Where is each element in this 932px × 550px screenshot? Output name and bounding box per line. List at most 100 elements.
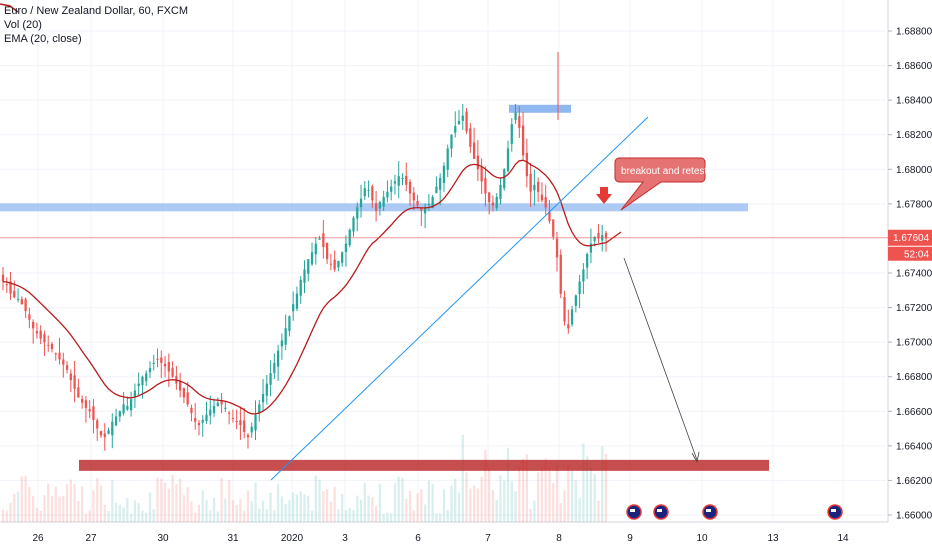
volume-bar	[20, 476, 23, 522]
volume-bar	[378, 483, 382, 522]
candle-body	[13, 290, 16, 298]
candle-body	[284, 328, 287, 345]
x-tick-label: 3	[342, 533, 348, 544]
volume-bar	[50, 495, 54, 522]
economic-event-icon[interactable]	[626, 504, 642, 520]
volume-bar	[420, 489, 423, 522]
volume-indicator-label[interactable]: Vol (20)	[4, 19, 42, 31]
candle-body	[243, 420, 246, 433]
candle-body	[32, 321, 35, 329]
candle-body	[341, 252, 344, 263]
volume-bar	[454, 478, 457, 522]
volume-bar	[145, 512, 148, 522]
volume-bar	[1, 509, 5, 522]
volume-bar	[397, 476, 400, 522]
volume-bar	[390, 513, 393, 522]
candle-body	[461, 115, 464, 121]
volume-bar	[348, 508, 351, 522]
y-tick-label: 1.68200	[896, 130, 932, 141]
candle-body	[258, 404, 261, 413]
candle-body	[495, 196, 498, 209]
countdown-label: 52:04	[904, 250, 929, 261]
candle-body	[405, 175, 408, 185]
resistance-band	[0, 203, 748, 212]
price-axis[interactable]: 1.68800 1.68600 1.68400 1.68200 1.68000 1.678…	[888, 27, 932, 522]
time-axis[interactable]: 26 27 30 31 2020 3 6 7 8 9 10 13 14	[32, 533, 849, 544]
volume-bar	[506, 447, 510, 522]
candle-body	[533, 184, 536, 191]
candle-body	[209, 409, 212, 416]
volume-bar	[555, 466, 559, 522]
candle-body	[47, 344, 50, 346]
callout-label: breakout and retest	[621, 166, 707, 177]
candle-body	[390, 186, 393, 192]
volume-bar	[412, 510, 415, 522]
volume-bar	[299, 491, 302, 522]
y-tick-label: 1.68000	[896, 165, 932, 176]
candle-body	[344, 243, 348, 252]
candle-body	[50, 344, 54, 350]
economic-event-icon[interactable]	[827, 504, 843, 520]
volume-bar	[570, 470, 574, 522]
volume-bar	[186, 486, 189, 522]
x-tick-label: 26	[32, 533, 44, 544]
volume-bar	[325, 489, 329, 522]
volume-bar	[589, 467, 593, 522]
economic-event-icon[interactable]	[653, 504, 669, 520]
x-tick-label: 14	[837, 533, 849, 544]
volume-bar	[16, 491, 20, 522]
y-tick-label: 1.67000	[896, 338, 932, 349]
candle-body	[374, 203, 378, 211]
candle-body	[58, 352, 61, 360]
volume-bar	[601, 446, 604, 522]
volume-bar	[73, 484, 76, 522]
candle-body	[457, 120, 461, 125]
volume-bar	[133, 500, 137, 522]
candle-body	[559, 254, 562, 294]
top-resistance-box	[509, 104, 571, 113]
y-tick-label: 1.66800	[896, 372, 932, 383]
volume-bar	[35, 507, 39, 522]
volume-bar	[235, 504, 238, 522]
volume-bar	[130, 513, 133, 522]
candle-body	[491, 202, 495, 206]
volume-bar	[329, 502, 333, 522]
candle-body	[589, 243, 593, 253]
economic-event-icon[interactable]	[702, 504, 718, 520]
volume-bar	[559, 503, 562, 522]
candle-body	[356, 207, 359, 219]
volume-bar	[363, 482, 366, 522]
candle-body	[54, 353, 57, 355]
volume-bar	[171, 475, 174, 522]
volume-bar	[182, 495, 186, 522]
volume-bar	[227, 479, 231, 522]
candle-body	[194, 417, 197, 422]
volume-bar	[47, 483, 50, 522]
volume-bar	[567, 464, 570, 522]
volume-bar	[9, 502, 12, 522]
ema-indicator-label[interactable]: EMA (20, close)	[4, 33, 82, 45]
volume-bar	[491, 490, 495, 522]
volume-bar	[322, 491, 325, 522]
volume-bar	[307, 495, 310, 522]
candle-body	[220, 400, 223, 405]
volume-bar	[529, 509, 532, 522]
candle-body	[310, 252, 314, 265]
volume-bar	[431, 484, 434, 522]
candle-body	[401, 177, 404, 180]
candle-body	[472, 142, 476, 159]
corner-arrow-icon	[0, 3, 19, 13]
candle-body	[431, 196, 434, 209]
volume-bar	[333, 486, 336, 522]
volume-bar	[435, 513, 438, 522]
volume-bar	[284, 504, 287, 522]
candle-body	[333, 259, 336, 270]
callout-box	[614, 157, 706, 211]
candle-body	[574, 295, 577, 306]
candle-body	[69, 373, 72, 381]
volume-bar	[156, 477, 159, 522]
candlestick-series	[1, 52, 608, 451]
candle-body	[77, 387, 80, 398]
candle-body	[510, 124, 513, 144]
